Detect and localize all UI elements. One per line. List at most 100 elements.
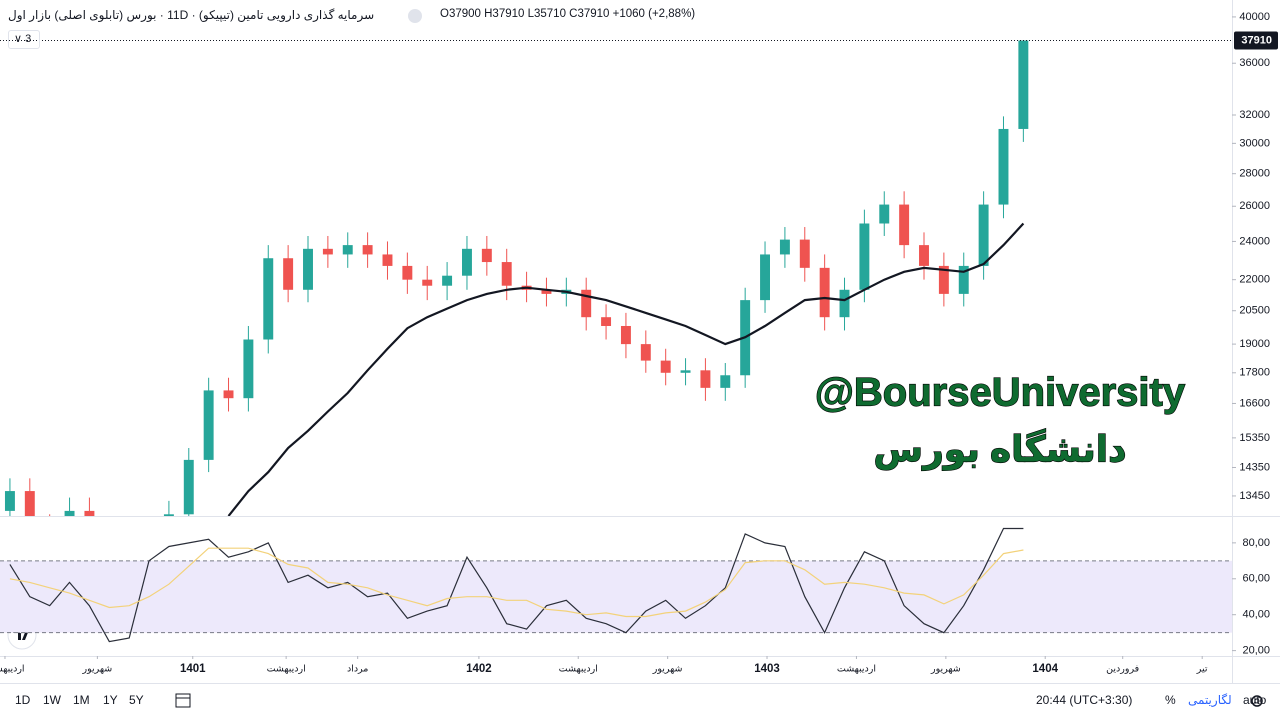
range-button[interactable]: 5Y (129, 693, 144, 707)
y-tick-label: 15350 (1239, 432, 1270, 444)
candle-body (680, 370, 691, 373)
candle-body (779, 239, 790, 255)
candle-body (700, 370, 711, 388)
candle-body (183, 459, 194, 515)
y-tick-label: 19000 (1239, 338, 1270, 350)
candle-body (24, 491, 35, 516)
candle-body (998, 128, 1009, 205)
indicators-toggle[interactable]: ∨ 3 (8, 30, 40, 49)
visibility-toggle[interactable] (408, 9, 422, 23)
plot-area (4, 40, 1029, 553)
candle-body (958, 265, 969, 294)
candle-body (978, 204, 989, 266)
calendar-icon[interactable] (175, 693, 191, 708)
x-tick-label: اردیبهشت (267, 664, 306, 675)
x-tick-label: فروردین (1106, 664, 1139, 675)
percent-toggle[interactable]: % (1165, 693, 1176, 707)
candle-body (45, 528, 55, 535)
candle-body (104, 546, 114, 553)
range-button[interactable]: 1D (15, 693, 31, 707)
x-tick-label: 1401 (180, 663, 206, 675)
series-line (9, 547, 1024, 618)
range-button[interactable]: 1Y (103, 693, 118, 707)
candle-body (938, 265, 949, 294)
candle-body (462, 248, 472, 276)
watermark-name: دانشگاه بورس (873, 429, 1126, 471)
candle-body (4, 491, 15, 511)
y-tick-label: 40000 (1239, 11, 1270, 23)
y-tick-label: 22000 (1239, 274, 1270, 286)
clock: 20:44 (UTC+3:30) (1036, 693, 1133, 707)
candle-body (442, 275, 453, 286)
candle-body (203, 390, 214, 460)
x-tick-label: شهریور (82, 664, 113, 675)
x-tick-label: اردیبهشت (559, 664, 598, 675)
candle-body (501, 262, 512, 286)
x-tick-label: 1404 (1032, 663, 1058, 675)
range-button[interactable]: 1W (43, 693, 61, 707)
candle-body (1018, 40, 1029, 129)
indicator-count: 3 (25, 33, 32, 45)
y-tick-label: 24000 (1239, 235, 1270, 247)
candle-body (819, 267, 830, 318)
watermark-handle: @BourseUniversity (815, 371, 1186, 415)
rsi-band (0, 560, 1232, 633)
candle-body (223, 390, 234, 399)
auto-toggle[interactable]: auto (1243, 693, 1267, 707)
last-price-box (1234, 31, 1278, 50)
candle-body (342, 245, 353, 255)
series-line (9, 527, 1024, 643)
y-tick-label: 80,00 (1242, 537, 1270, 549)
candle-body (799, 239, 810, 268)
candle-body (859, 223, 870, 290)
series-line (227, 222, 1025, 516)
y-tick-label: 14350 (1239, 461, 1270, 473)
y-tick-label: 28000 (1239, 168, 1270, 180)
y-tick-label: 36000 (1239, 57, 1270, 69)
candle-body (640, 344, 651, 361)
candle-body (839, 289, 850, 318)
candle-body (362, 245, 373, 255)
x-tick-label: 1402 (466, 663, 492, 675)
candle-body (84, 510, 95, 516)
range-button[interactable]: 1M (73, 693, 90, 707)
x-tick-label: شهریور (652, 664, 683, 675)
candle-body (124, 546, 134, 553)
log-toggle[interactable]: لگاریتمی (1188, 693, 1232, 707)
y-tick-label: 32000 (1239, 109, 1270, 121)
y-tick-label: 20500 (1239, 305, 1270, 317)
candle-body (541, 289, 552, 294)
x-tick-label: تیر (1196, 664, 1208, 675)
candle-body (481, 248, 492, 263)
x-tick-label: 1403 (754, 663, 780, 675)
candle-body (720, 375, 731, 388)
y-tick-label: 16600 (1239, 397, 1270, 409)
settings-icon[interactable] (1251, 695, 1263, 707)
candle-body (382, 254, 393, 266)
candle-body (620, 325, 631, 345)
candle-body (402, 265, 413, 280)
candle-body (919, 245, 929, 266)
x-tick-label: اردیبهشت (0, 664, 25, 675)
y-tick-label: 13450 (1239, 490, 1270, 502)
y-tick-label: 17800 (1239, 367, 1270, 379)
candle-body (660, 360, 671, 373)
candle-body (283, 258, 294, 290)
candle-body (322, 248, 333, 255)
candle-body (303, 248, 313, 290)
ohlc-readout: O37900 H37910 L35710 C37910 +1060 (+2,88… (440, 8, 696, 20)
candle-body (601, 317, 612, 326)
candle-body (263, 258, 274, 340)
y-tick-label: 20,00 (1242, 645, 1270, 657)
candle-body (243, 339, 254, 399)
candle-body (144, 532, 154, 546)
x-tick-label: شهریور (930, 664, 961, 675)
x-tick-label: اردیبهشت (837, 664, 876, 675)
candle-body (64, 510, 75, 516)
symbol-title: سرمایه گذاری دارویی تامین (تیپیکو) · 11D… (8, 8, 375, 22)
x-tick-label: مرداد (347, 664, 368, 675)
last-price-label: 37910 (1241, 34, 1272, 46)
candle-body (422, 279, 433, 286)
candle-body (163, 514, 174, 516)
